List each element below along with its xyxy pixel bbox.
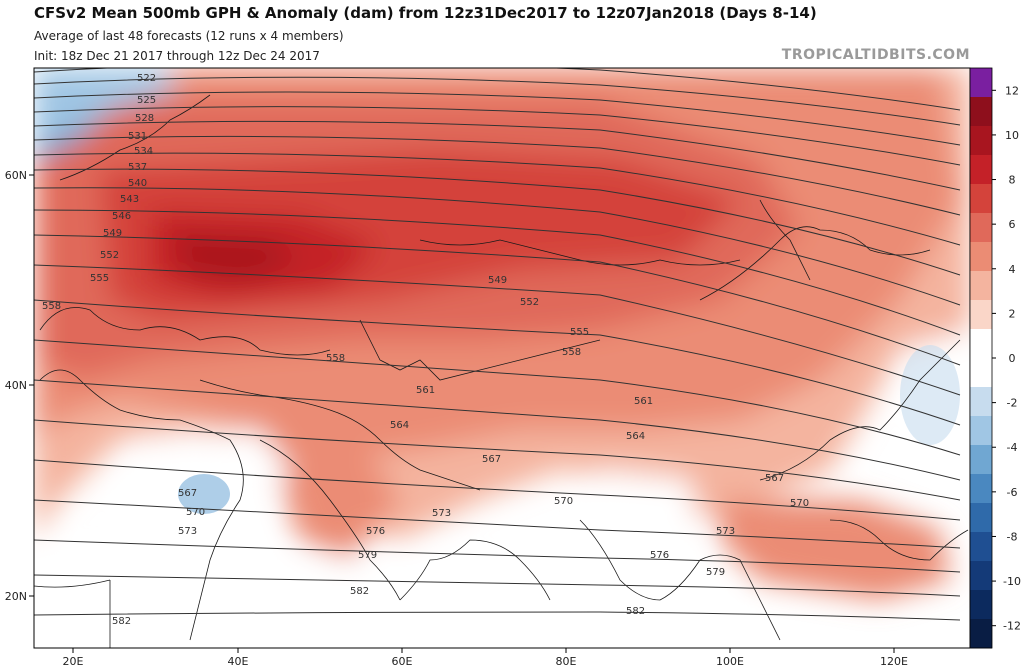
contour-label: 540: [128, 178, 147, 189]
contour-label: 543: [120, 194, 139, 205]
contour-label: 582: [626, 606, 645, 617]
contour-label: 573: [432, 508, 451, 519]
contour-label: 549: [103, 228, 122, 239]
contour-label: 555: [90, 273, 109, 284]
contour-label: 561: [634, 396, 653, 407]
colorbar: 12 10 8 6 4 2 0 -2 -4 -6 -8 -10 -12: [969, 67, 1021, 649]
contour-label: 564: [390, 420, 409, 431]
contour-label: 567: [765, 473, 784, 484]
lon-label: 120E: [880, 655, 908, 668]
lon-label: 40E: [228, 655, 249, 668]
contour-label: 573: [716, 526, 735, 537]
contour-label: 579: [358, 550, 377, 561]
contour-label: 552: [100, 250, 119, 261]
lat-label: 20N: [5, 590, 27, 603]
contour-label: 570: [790, 498, 809, 509]
colorbar-swatch: [970, 184, 992, 214]
colorbar-tick-label: 4: [1009, 263, 1016, 276]
colorbar-tick-label: -2: [1007, 397, 1018, 410]
contour-label: 552: [520, 297, 539, 308]
colorbar-swatch: [970, 532, 992, 562]
colorbar-tick-label: 2: [1009, 307, 1016, 320]
contour-label: 570: [554, 496, 573, 507]
map-area: [34, 68, 970, 648]
contour-label: 573: [178, 526, 197, 537]
colorbar-swatch: [970, 242, 992, 272]
contour-label: 549: [488, 275, 507, 286]
colorbar-swatch: [970, 590, 992, 620]
init-line: Init: 18z Dec 21 2017 through 12z Dec 24…: [34, 49, 320, 63]
colorbar-tick-label: -10: [1003, 575, 1021, 588]
colorbar-swatch: [970, 619, 992, 649]
colorbar-swatch: [970, 416, 992, 446]
colorbar-tick-label: 6: [1009, 218, 1016, 231]
contour-label: 558: [562, 347, 581, 358]
lon-label: 60E: [392, 655, 413, 668]
negative-anomaly-blob: [178, 474, 230, 514]
contour-label: 531: [128, 131, 147, 142]
contour-label: 567: [482, 454, 501, 465]
colorbar-swatch: [970, 271, 992, 301]
chart-title: CFSv2 Mean 500mb GPH & Anomaly (dam) fro…: [34, 4, 817, 22]
contour-label: 582: [112, 616, 131, 627]
colorbar-tick-label: 10: [1005, 129, 1019, 142]
contour-label: 579: [706, 567, 725, 578]
chart-subtitle: Average of last 48 forecasts (12 runs x …: [34, 29, 344, 43]
contour-label: 576: [366, 526, 385, 537]
lon-label: 20E: [63, 655, 84, 668]
colorbar-swatch: [970, 503, 992, 533]
colorbar-tick-label: 12: [1005, 84, 1019, 97]
lat-label: 40N: [5, 379, 27, 392]
site-credit: TROPICALTIDBITS.COM: [781, 47, 970, 63]
contour-label: 564: [626, 431, 645, 442]
colorbar-tick-label: 0: [1009, 352, 1016, 365]
lat-label: 60N: [5, 169, 27, 182]
lon-label: 100E: [716, 655, 744, 668]
contour-label: 546: [112, 211, 131, 222]
contour-label: 522: [137, 73, 156, 84]
contour-label: 567: [178, 488, 197, 499]
contour-label: 537: [128, 162, 147, 173]
colorbar-swatch: [970, 561, 992, 591]
contour-label: 534: [134, 146, 153, 157]
colorbar-swatch: [970, 329, 992, 359]
colorbar-swatch: [970, 213, 992, 243]
contour-label: 558: [326, 353, 345, 364]
contour-label: 570: [186, 507, 205, 518]
coastlines: [34, 94, 969, 648]
contour-label: 558: [42, 301, 61, 312]
contour-label: 555: [570, 327, 589, 338]
lon-labels: 20E 40E 60E 80E 100E 120E: [63, 655, 908, 668]
lat-labels: 60N 40N 20N: [5, 169, 27, 603]
contour-label: 528: [135, 113, 154, 124]
contour-label: 561: [416, 385, 435, 396]
colorbar-swatch: [970, 387, 992, 417]
colorbar-swatch: [970, 300, 992, 330]
colorbar-swatch: [970, 126, 992, 156]
colorbar-tick-label: -8: [1007, 530, 1018, 543]
negative-anomaly-east: [900, 345, 960, 445]
colorbar-swatch: [970, 68, 992, 98]
axis-ticks: [29, 174, 895, 653]
colorbar-tick-label: -12: [1003, 620, 1021, 633]
colorbar-swatch: [970, 445, 992, 475]
colorbar-tick-label: -4: [1007, 441, 1018, 454]
colorbar-tick-label: -6: [1007, 486, 1018, 499]
contour-label: 582: [350, 586, 369, 597]
colorbar-swatch: [970, 474, 992, 504]
height-contours: [34, 68, 961, 621]
colorbar-tick-label: 8: [1009, 174, 1016, 187]
colorbar-swatch: [970, 97, 992, 127]
colorbar-swatch: [970, 155, 992, 185]
colorbar-swatch: [970, 358, 992, 388]
contour-label: 525: [137, 95, 156, 106]
contour-labels: 522 525 528 531 534 537 540 543 546 549 …: [42, 73, 809, 627]
lon-label: 80E: [556, 655, 577, 668]
contour-label: 576: [650, 550, 669, 561]
